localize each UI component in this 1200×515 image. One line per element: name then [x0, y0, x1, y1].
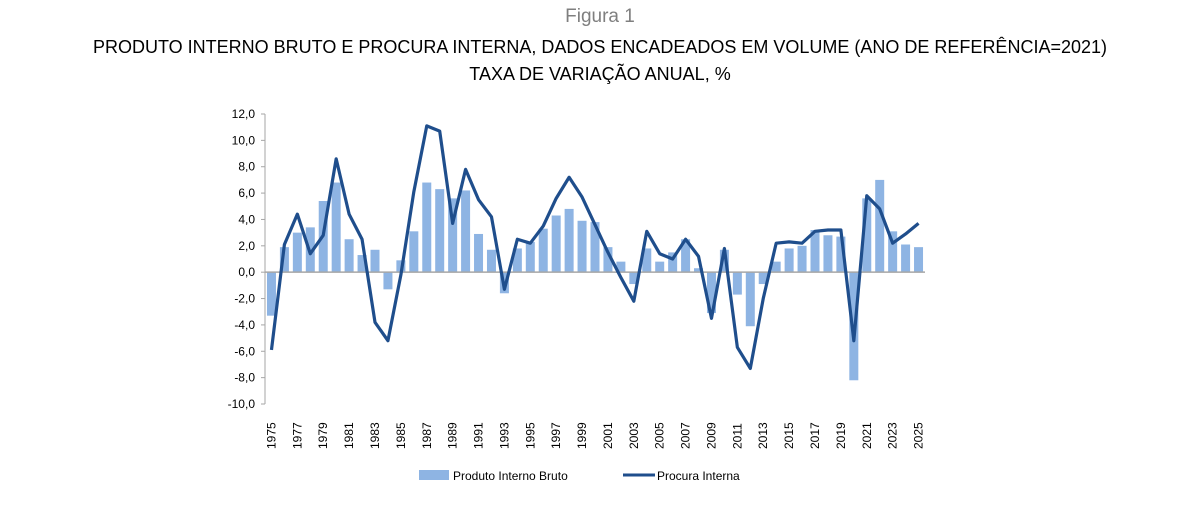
- bar-2024: [901, 244, 911, 273]
- bar-1999: [577, 220, 587, 273]
- y-tick-label: 10,0: [232, 133, 256, 147]
- bar-2001: [603, 247, 613, 273]
- bar-1995: [525, 241, 535, 273]
- bar-2005: [655, 261, 665, 273]
- bar-1975: [266, 272, 276, 316]
- bar-1980: [331, 182, 341, 273]
- figure-label: Figura 1: [565, 6, 635, 27]
- bar-2009: [706, 272, 716, 314]
- bar-2002: [616, 261, 626, 273]
- bar-1991: [474, 233, 484, 273]
- bar-2004: [642, 248, 652, 273]
- bar-2017: [810, 230, 820, 273]
- x-tick-label: 2001: [601, 422, 615, 449]
- bar-2010: [719, 249, 729, 273]
- bar-1984: [383, 272, 393, 290]
- bar-1976: [279, 247, 289, 273]
- x-tick-label: 2011: [730, 423, 744, 449]
- x-tick-label: 1991: [472, 422, 486, 449]
- y-tick-label: -4,0: [234, 318, 255, 332]
- chart-subtitle: TAXA DE VARIAÇÃO ANUAL, %: [469, 64, 731, 84]
- y-tick-label: 0,0: [238, 265, 255, 279]
- bar-1986: [409, 231, 419, 273]
- x-tick-label: 1999: [575, 422, 589, 449]
- x-tick-label: 2013: [756, 422, 770, 449]
- bar-1988: [435, 189, 445, 273]
- legend-label-pib: Produto Interno Bruto: [453, 469, 568, 483]
- legend-label-procura: Procura Interna: [657, 469, 740, 483]
- chart-title: PRODUTO INTERNO BRUTO E PROCURA INTERNA,…: [92, 37, 1107, 57]
- bar-2006: [668, 252, 678, 273]
- x-tick-label: 2003: [627, 422, 641, 449]
- bar-1990: [461, 190, 471, 273]
- x-tick-label: 1977: [290, 422, 304, 449]
- y-tick-label: 8,0: [238, 160, 255, 174]
- bar-1987: [422, 182, 432, 273]
- bar-2015: [784, 248, 794, 273]
- bar-2008: [694, 268, 704, 273]
- y-tick-label: -2,0: [234, 292, 255, 306]
- bar-2014: [771, 261, 781, 273]
- x-tick-label: 1979: [316, 422, 330, 449]
- bar-2003: [629, 272, 639, 285]
- bar-2011: [732, 272, 742, 295]
- x-tick-label: 2019: [834, 422, 848, 449]
- bar-2021: [862, 198, 872, 273]
- x-tick-label: 2025: [912, 422, 926, 449]
- bar-1989: [448, 198, 458, 273]
- y-tick-label: 6,0: [238, 186, 255, 200]
- bar-1977: [292, 232, 302, 273]
- bar-2007: [681, 239, 691, 273]
- x-tick-label: 2005: [653, 422, 667, 449]
- bar-2012: [745, 272, 755, 327]
- x-tick-label: 2009: [704, 422, 718, 449]
- x-tick-label: 1987: [420, 422, 434, 449]
- bar-2019: [836, 236, 846, 273]
- x-tick-label: 2007: [679, 422, 693, 449]
- x-tick-label: 2021: [860, 422, 874, 449]
- bar-2018: [823, 235, 833, 273]
- bar-1998: [564, 208, 574, 273]
- bar-1992: [486, 249, 496, 273]
- bar-1982: [357, 255, 367, 273]
- y-tick-label: 2,0: [238, 239, 255, 253]
- y-tick-label: -6,0: [234, 344, 255, 358]
- x-tick-label: 1989: [446, 422, 460, 449]
- bar-1997: [551, 215, 561, 273]
- x-tick-label: 1995: [523, 422, 537, 449]
- legend-swatch-pib: [419, 470, 449, 480]
- y-tick-label: 4,0: [238, 212, 255, 226]
- x-tick-label: 1975: [264, 422, 278, 449]
- bar-2023: [888, 231, 898, 273]
- bar-2016: [797, 245, 807, 273]
- x-tick-label: 2023: [886, 422, 900, 449]
- x-tick-label: 1997: [549, 422, 563, 449]
- y-tick-label: -10,0: [228, 397, 256, 411]
- y-tick-label: -8,0: [234, 371, 255, 385]
- x-tick-label: 2015: [782, 422, 796, 449]
- bar-1981: [344, 239, 354, 273]
- x-tick-label: 1993: [497, 422, 511, 449]
- x-tick-label: 2017: [808, 422, 822, 449]
- x-tick-label: 1981: [342, 422, 356, 449]
- bar-2022: [875, 179, 885, 273]
- bar-1996: [538, 228, 548, 273]
- bar-2025: [914, 247, 924, 273]
- bar-1983: [370, 249, 380, 273]
- bar-1994: [512, 248, 522, 273]
- x-tick-label: 1983: [368, 422, 382, 449]
- bar-2000: [590, 222, 600, 273]
- bar-2013: [758, 272, 768, 285]
- x-tick-label: 1985: [394, 422, 408, 449]
- y-tick-label: 12,0: [232, 107, 256, 121]
